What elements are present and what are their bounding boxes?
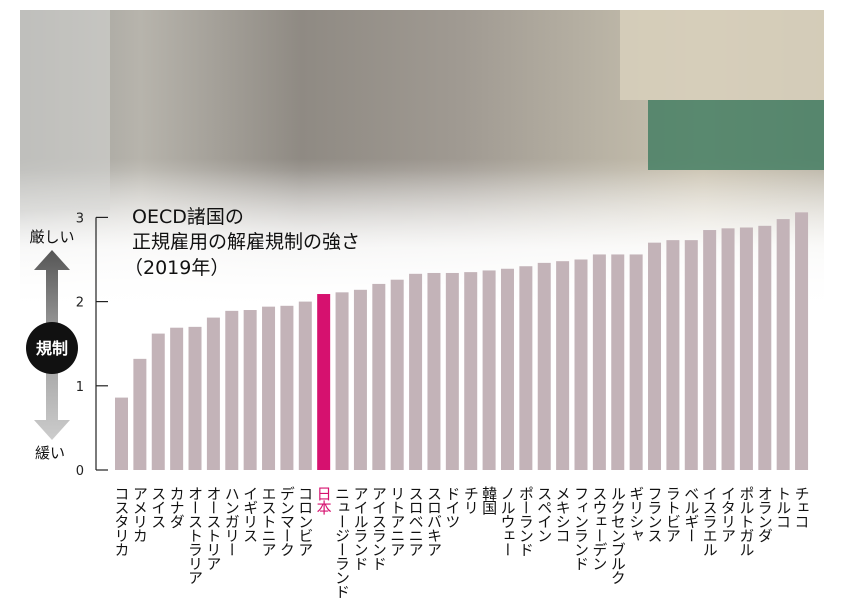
bar-19 bbox=[445, 272, 459, 470]
bar-8 bbox=[243, 310, 257, 470]
bar-12 bbox=[317, 294, 331, 470]
x-label: ハンガリー bbox=[223, 486, 241, 556]
bar-33 bbox=[703, 230, 717, 470]
bar-30 bbox=[648, 242, 662, 470]
bar-37 bbox=[776, 219, 790, 470]
x-label: デンマーク bbox=[278, 486, 296, 557]
bar-35 bbox=[739, 227, 753, 470]
bar-23 bbox=[519, 266, 533, 470]
bar-18 bbox=[427, 272, 441, 470]
legend-center-label: 規制 bbox=[36, 339, 68, 358]
x-label: スイス bbox=[149, 486, 167, 528]
x-label: スウェーデン bbox=[590, 486, 608, 570]
y-tick-label: 0 bbox=[76, 464, 84, 479]
bars bbox=[115, 212, 809, 470]
legend-bottom-label: 緩い bbox=[35, 444, 65, 462]
x-label: 日本 bbox=[315, 486, 333, 515]
y-axis: 0 1 2 3 bbox=[76, 211, 108, 479]
bar-6 bbox=[206, 317, 220, 470]
x-label: 韓国 bbox=[480, 486, 498, 515]
bar-14 bbox=[353, 289, 367, 470]
x-label: アメリカ bbox=[131, 486, 149, 542]
x-label: ポーランド bbox=[517, 486, 535, 556]
x-label: スペイン bbox=[535, 486, 553, 542]
x-label: フランス bbox=[646, 486, 664, 542]
bar-4 bbox=[170, 327, 184, 470]
regulation-scale-legend: 規制 厳しい 緩い bbox=[26, 228, 78, 462]
bar-27 bbox=[592, 254, 606, 470]
bar-24 bbox=[537, 262, 551, 470]
x-label: ドイツ bbox=[443, 486, 461, 528]
bar-13 bbox=[335, 292, 349, 470]
bar-11 bbox=[298, 301, 312, 470]
x-label: エストニア bbox=[260, 486, 278, 556]
x-label: ノルウェー bbox=[498, 486, 516, 556]
bar-25 bbox=[556, 261, 570, 470]
arrow-up-icon bbox=[34, 250, 70, 330]
x-label: ニュージーランド bbox=[333, 486, 351, 598]
background-building-right bbox=[620, 10, 824, 100]
x-label: アイスランド bbox=[370, 486, 388, 570]
bar-3 bbox=[151, 333, 165, 470]
x-label: スロバキア bbox=[425, 486, 443, 556]
x-label: ベルギー bbox=[682, 486, 700, 542]
x-label: オーストリア bbox=[204, 486, 222, 570]
x-label: イスラエル bbox=[701, 486, 719, 556]
x-label: オランダ bbox=[756, 486, 774, 543]
chart-title-line1: OECD諸国の bbox=[132, 206, 244, 228]
x-label: チェコ bbox=[793, 486, 811, 528]
background-green-structure bbox=[648, 100, 824, 170]
bar-20 bbox=[464, 272, 478, 470]
bar-17 bbox=[409, 273, 423, 470]
bar-21 bbox=[482, 270, 496, 470]
bar-22 bbox=[500, 268, 514, 470]
x-label: イギリス bbox=[241, 486, 259, 542]
x-label: アイルランド bbox=[351, 486, 369, 570]
bar-34 bbox=[721, 228, 735, 470]
regulation-badge bbox=[26, 322, 78, 374]
bar-15 bbox=[372, 283, 386, 470]
x-axis-labels: コスタリカ アメリカ スイス カナダ オーストラリア オーストリア ハンガリー イギリス エスト… bbox=[113, 486, 811, 598]
y-tick-label: 2 bbox=[76, 296, 84, 311]
chart-title-line3: （2019年） bbox=[124, 257, 230, 279]
bar-38 bbox=[795, 212, 809, 470]
bar-36 bbox=[758, 225, 772, 470]
bar-9 bbox=[262, 306, 276, 470]
bar-1 bbox=[115, 397, 128, 470]
x-label: ラトビア bbox=[664, 486, 682, 542]
bar-7 bbox=[225, 310, 239, 470]
x-label: イタリア bbox=[719, 486, 737, 542]
bar-10 bbox=[280, 305, 294, 470]
arrow-down-icon bbox=[34, 370, 70, 440]
x-label: メキシコ bbox=[554, 486, 572, 542]
x-label: ポルトガル bbox=[737, 486, 755, 556]
bar-16 bbox=[390, 279, 404, 470]
legend-top-label: 厳しい bbox=[29, 228, 74, 246]
bar-31 bbox=[666, 240, 680, 470]
y-tick-label: 1 bbox=[76, 380, 84, 395]
x-label: オーストラリア bbox=[186, 486, 204, 584]
bar-26 bbox=[574, 259, 588, 470]
y-tick-label: 3 bbox=[76, 211, 84, 226]
bar-2 bbox=[133, 358, 147, 470]
x-label: トルコ bbox=[774, 486, 792, 528]
bar-28 bbox=[611, 254, 625, 470]
x-label: ギリシャ bbox=[627, 486, 645, 542]
chart-title-line2: 正規雇用の解雇規制の強さ bbox=[132, 231, 361, 253]
x-label: フィンランド bbox=[572, 486, 590, 570]
x-label: リトアニア bbox=[388, 486, 406, 556]
bar-5 bbox=[188, 326, 202, 470]
x-label: チリ bbox=[462, 486, 480, 514]
x-label: コロンビア bbox=[296, 486, 314, 556]
bar-29 bbox=[629, 254, 643, 470]
x-label: ルクセンブルク bbox=[609, 486, 627, 585]
x-label: コスタリカ bbox=[113, 486, 131, 556]
x-label: スロベニア bbox=[407, 486, 425, 556]
bar-32 bbox=[684, 240, 698, 470]
x-label: カナダ bbox=[168, 486, 186, 529]
